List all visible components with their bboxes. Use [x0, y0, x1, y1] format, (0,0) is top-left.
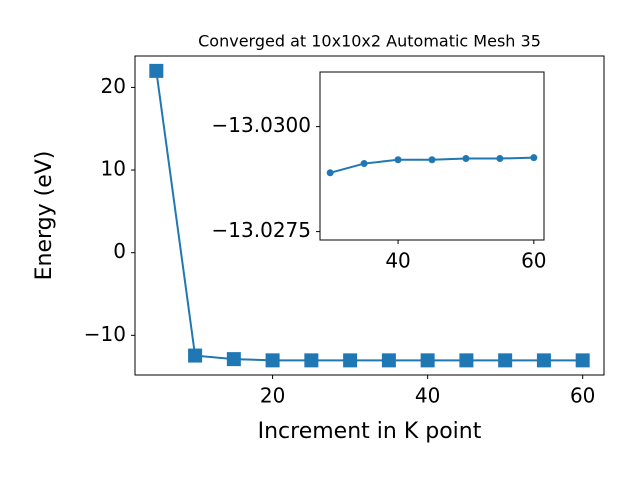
x-tick-label: 60 [521, 249, 546, 273]
plot-area [320, 72, 544, 240]
marker [343, 353, 358, 368]
x-tick-label: 60 [570, 384, 595, 408]
axes-frame [134, 55, 605, 376]
x-tick-label: 40 [415, 384, 440, 408]
marker [459, 353, 474, 368]
y-tick-label: 20 [101, 74, 126, 98]
marker [420, 353, 435, 368]
x-tick-label: 40 [385, 249, 410, 273]
marker [381, 353, 396, 368]
marker [304, 353, 319, 368]
y-tick-label: −10 [84, 322, 126, 346]
marker [530, 154, 538, 162]
chart-title: Converged at 10x10x2 Automatic Mesh 35 [198, 32, 541, 51]
marker [360, 160, 368, 168]
y-axis-label: Energy (eV) [32, 151, 57, 281]
marker [462, 155, 470, 163]
y-tick-label: 10 [101, 157, 126, 181]
marker [226, 352, 241, 367]
marker [265, 353, 280, 368]
y-tick-label: −13.0300 [212, 113, 311, 137]
marker [428, 156, 436, 164]
marker [498, 353, 513, 368]
marker [496, 155, 504, 163]
y-tick-label: −13.0275 [212, 218, 311, 242]
x-tick-label: 20 [260, 384, 285, 408]
marker [394, 156, 402, 164]
marker [536, 353, 551, 368]
marker [575, 353, 590, 368]
marker [149, 63, 164, 78]
marker [326, 169, 334, 177]
x-axis-label: Increment in K point [258, 419, 482, 444]
axes-frame [319, 71, 545, 241]
y-tick-label: 0 [113, 239, 126, 263]
marker [188, 348, 203, 363]
